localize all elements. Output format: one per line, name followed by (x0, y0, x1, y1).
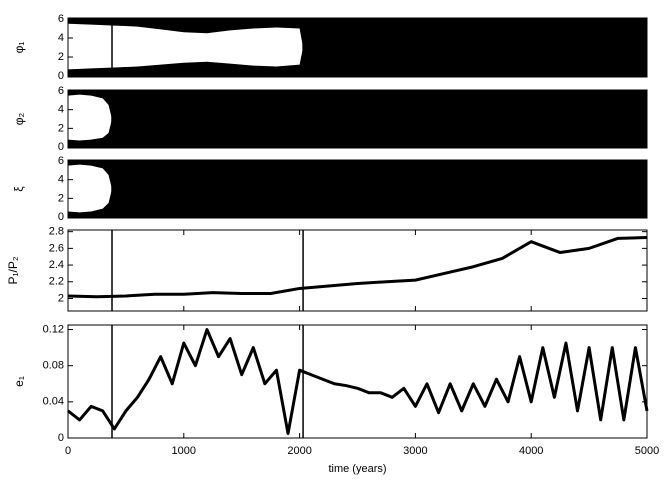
y-tick-label: 4 (58, 104, 64, 116)
y-tick-label: 2 (58, 292, 64, 304)
y-tick-label: 6 (58, 13, 64, 25)
y-axis-label: ξ (12, 186, 26, 192)
x-tick-label: 5000 (635, 445, 659, 457)
data-cloud (68, 160, 647, 218)
y-tick-label: 0.04 (43, 396, 64, 408)
data-line (67, 328, 649, 435)
panel-frame (67, 159, 648, 219)
y-tick-label: 2 (58, 122, 64, 134)
y-tick-label: 6 (58, 155, 64, 167)
y-tick-label: 2.4 (49, 259, 64, 271)
y-tick-label: 0.08 (43, 360, 64, 372)
y-tick-label: 0 (58, 70, 64, 82)
y-tick-label: 6 (58, 85, 64, 97)
panel-frame (67, 17, 648, 78)
y-tick-label: 2 (58, 51, 64, 63)
y-tick-label: 2.2 (49, 276, 64, 288)
panel-frame (67, 324, 648, 439)
y-tick-label: 0.12 (43, 323, 64, 335)
y-axis-label: φ₂ (12, 112, 26, 125)
y-tick-label: 0 (58, 141, 64, 153)
data-line (67, 236, 648, 299)
data-cloud (68, 90, 647, 148)
panel-frame (67, 89, 648, 149)
x-tick-label: 2000 (287, 445, 311, 457)
y-tick-label: 2.8 (49, 226, 64, 238)
x-tick-label: 1000 (172, 445, 196, 457)
x-axis-label: time (years) (328, 463, 386, 475)
gap-region (68, 164, 113, 213)
x-tick-label: 0 (65, 445, 71, 457)
y-tick-label: 2 (58, 192, 64, 204)
y-tick-label: 0 (58, 432, 64, 444)
y-axis-label: e₁ (12, 376, 26, 387)
panel-frame (67, 229, 648, 312)
y-tick-label: 0 (58, 211, 64, 223)
y-axis-label: φ₁ (12, 42, 26, 54)
x-tick-label: 3000 (403, 445, 427, 457)
gap-region (68, 94, 113, 141)
y-tick-label: 4 (58, 174, 64, 186)
y-axis-label: P₁/P₂ (6, 256, 20, 284)
x-tick-label: 4000 (519, 445, 543, 457)
gap-region (68, 23, 304, 70)
y-tick-label: 2.6 (49, 242, 64, 254)
y-tick-label: 4 (58, 32, 64, 44)
